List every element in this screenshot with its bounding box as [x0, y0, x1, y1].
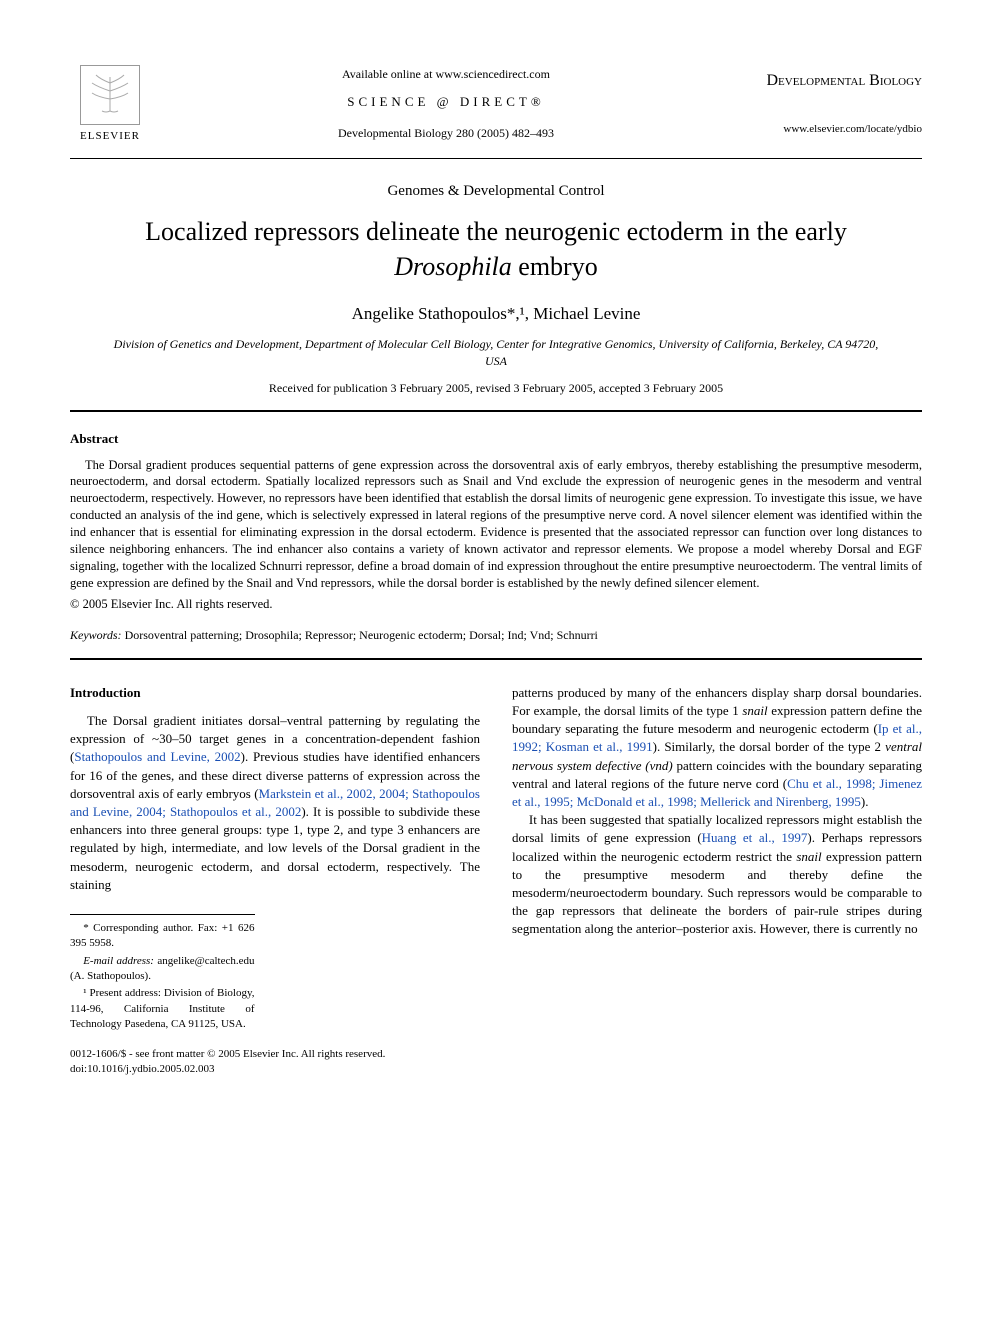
article-dates: Received for publication 3 February 2005… [70, 380, 922, 397]
authors: Angelike Stathopoulos*,¹, Michael Levine [70, 302, 922, 326]
header-right: Developmental Biology www.elsevier.com/l… [742, 60, 922, 138]
citation-link[interactable]: Stathopoulos and Levine, 2002 [74, 749, 240, 764]
column-right: patterns produced by many of the enhance… [512, 684, 922, 1078]
introduction-heading: Introduction [70, 684, 480, 702]
rule-above-abstract [70, 410, 922, 412]
two-column-body: Introduction The Dorsal gradient initiat… [70, 684, 922, 1078]
text: ). [861, 794, 869, 809]
science-direct-logo: SCIENCE @ DIRECT® [150, 93, 742, 111]
citation-link[interactable]: Huang et al., 1997 [702, 830, 808, 845]
title-post: embryo [512, 252, 598, 281]
email-line: E-mail address: angelike@caltech.edu (A.… [70, 954, 255, 985]
header-center: Available online at www.sciencedirect.co… [150, 60, 742, 142]
keywords-text: Dorsoventral patterning; Drosophila; Rep… [122, 628, 598, 642]
corresponding-author: * Corresponding author. Fax: +1 626 395 … [70, 921, 255, 952]
rule-below-keywords [70, 658, 922, 660]
intro-paragraph-1-cont: patterns produced by many of the enhance… [512, 684, 922, 811]
journal-url: www.elsevier.com/locate/ydbio [742, 122, 922, 137]
gene-name: snail [796, 849, 821, 864]
present-address: ¹ Present address: Division of Biology, … [70, 986, 255, 1032]
intro-paragraph-2: It has been suggested that spatially loc… [512, 811, 922, 938]
article-title: Localized repressors delineate the neuro… [110, 214, 882, 284]
doi: doi:10.1016/j.ydbio.2005.02.003 [70, 1062, 480, 1077]
title-italic: Drosophila [394, 252, 512, 281]
journal-reference: Developmental Biology 280 (2005) 482–493 [150, 125, 742, 142]
abstract-heading: Abstract [70, 430, 922, 448]
abstract-body: The Dorsal gradient produces sequential … [70, 457, 922, 592]
keywords-label: Keywords: [70, 628, 122, 642]
doi-block: 0012-1606/$ - see front matter © 2005 El… [70, 1047, 480, 1078]
elsevier-label: ELSEVIER [80, 129, 140, 144]
text: ). Similarly, the dorsal border of the t… [653, 739, 886, 754]
gene-name: snail [742, 703, 767, 718]
front-matter: 0012-1606/$ - see front matter © 2005 El… [70, 1047, 480, 1062]
article-header: ELSEVIER Available online at www.science… [70, 60, 922, 150]
elsevier-logo: ELSEVIER [70, 60, 150, 150]
available-online: Available online at www.sciencedirect.co… [150, 66, 742, 83]
column-left: Introduction The Dorsal gradient initiat… [70, 684, 480, 1078]
keywords: Keywords: Dorsoventral patterning; Droso… [70, 627, 922, 644]
email-label: E-mail address: [83, 955, 154, 967]
title-pre: Localized repressors delineate the neuro… [145, 217, 847, 246]
journal-name: Developmental Biology [742, 70, 922, 92]
rule-top [70, 158, 922, 159]
section-name: Genomes & Developmental Control [70, 181, 922, 202]
elsevier-tree-icon [80, 65, 140, 125]
abstract-copyright: © 2005 Elsevier Inc. All rights reserved… [70, 596, 922, 614]
affiliation: Division of Genetics and Development, De… [110, 336, 882, 370]
footnotes: * Corresponding author. Fax: +1 626 395 … [70, 914, 255, 1033]
intro-paragraph-1: The Dorsal gradient initiates dorsal–ven… [70, 712, 480, 894]
